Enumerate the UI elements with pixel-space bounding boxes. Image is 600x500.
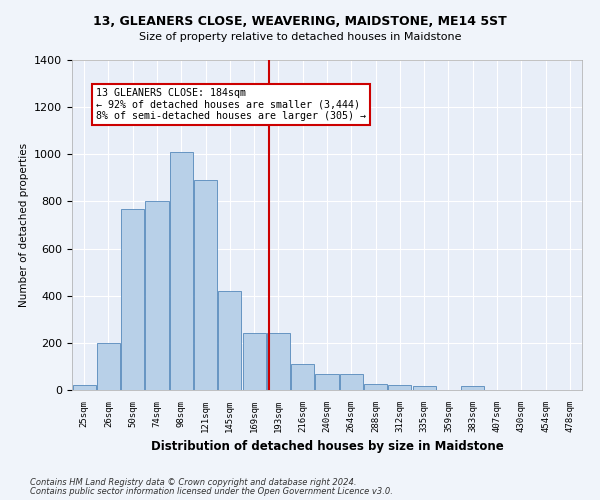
Bar — [73, 386, 95, 390]
Bar — [340, 374, 363, 390]
Text: 13 GLEANERS CLOSE: 184sqm
← 92% of detached houses are smaller (3,444)
8% of sem: 13 GLEANERS CLOSE: 184sqm ← 92% of detac… — [96, 88, 366, 122]
Bar — [291, 364, 314, 390]
Bar — [218, 291, 241, 390]
Bar — [121, 208, 144, 390]
Bar — [461, 386, 484, 390]
Bar — [388, 386, 412, 390]
Text: 13, GLEANERS CLOSE, WEAVERING, MAIDSTONE, ME14 5ST: 13, GLEANERS CLOSE, WEAVERING, MAIDSTONE… — [93, 15, 507, 28]
Bar — [97, 343, 120, 390]
Text: Size of property relative to detached houses in Maidstone: Size of property relative to detached ho… — [139, 32, 461, 42]
Bar — [316, 374, 338, 390]
Bar — [194, 180, 217, 390]
Y-axis label: Number of detached properties: Number of detached properties — [19, 143, 29, 307]
X-axis label: Distribution of detached houses by size in Maidstone: Distribution of detached houses by size … — [151, 440, 503, 454]
Text: Contains HM Land Registry data © Crown copyright and database right 2024.: Contains HM Land Registry data © Crown c… — [30, 478, 356, 487]
Bar — [170, 152, 193, 390]
Bar — [145, 202, 169, 390]
Bar — [267, 334, 290, 390]
Bar — [413, 386, 436, 390]
Text: Contains public sector information licensed under the Open Government Licence v3: Contains public sector information licen… — [30, 487, 393, 496]
Bar — [242, 334, 266, 390]
Bar — [364, 384, 387, 390]
